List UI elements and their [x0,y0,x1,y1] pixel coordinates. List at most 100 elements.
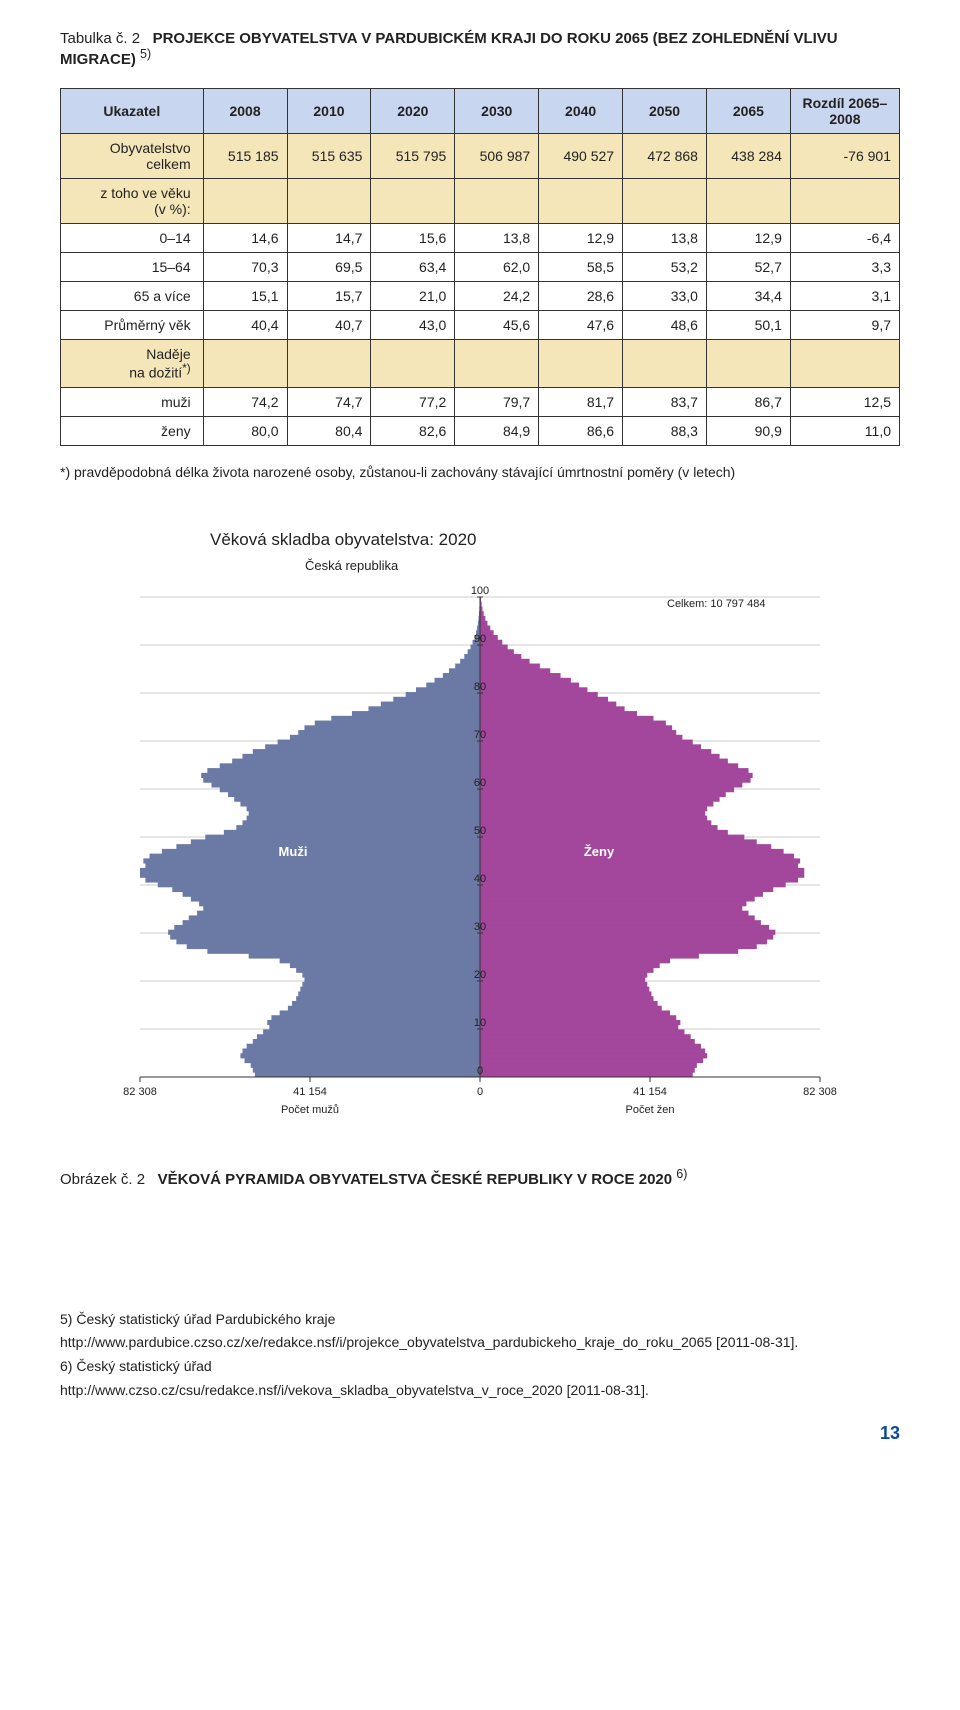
table-col-7: 2065 [706,89,790,134]
cell [706,179,790,224]
cell: 515 795 [371,134,455,179]
table-col-6: 2050 [623,89,707,134]
table-row: Obyvatelstvocelkem515 185515 635515 7955… [61,134,900,179]
cell: 45,6 [455,311,539,340]
svg-text:60: 60 [474,777,486,789]
cell [287,340,371,388]
cell: 490 527 [539,134,623,179]
cell: 12,9 [706,224,790,253]
cell: 80,4 [287,416,371,445]
ref-5b: http://www.pardubice.czso.cz/xe/redakce.… [60,1331,900,1355]
table-title-sup: 5) [140,47,151,61]
cell: 12,5 [790,387,899,416]
cell: 3,3 [790,253,899,282]
cell: 472 868 [623,134,707,179]
svg-text:10: 10 [474,1017,486,1029]
cell: 69,5 [287,253,371,282]
svg-text:41 154: 41 154 [633,1086,667,1098]
pyramid-title: Věková skladba obyvatelstva: 2020 [210,530,900,550]
figure-caption: Obrázek č. 2 VĚKOVÁ PYRAMIDA OBYVATELSTV… [60,1167,900,1188]
svg-text:80: 80 [474,681,486,693]
svg-text:70: 70 [474,729,486,741]
cell: 11,0 [790,416,899,445]
cell: 15,7 [287,282,371,311]
page-number: 13 [60,1423,900,1444]
pyramid-svg: 010203040506070809010082 30841 154041 15… [110,577,850,1137]
cell: 74,7 [287,387,371,416]
table-col-5: 2040 [539,89,623,134]
cell: -6,4 [790,224,899,253]
svg-text:Počet mužů: Počet mužů [281,1104,339,1116]
cell: 24,2 [455,282,539,311]
figure-caption-bold: VĚKOVÁ PYRAMIDA OBYVATELSTVA ČESKÉ REPUB… [158,1171,673,1188]
cell: 70,3 [203,253,287,282]
row-label: muži [61,387,204,416]
row-label: 15–64 [61,253,204,282]
cell: 63,4 [371,253,455,282]
svg-text:Celkem: 10 797 484: Celkem: 10 797 484 [667,598,765,610]
table-title: Tabulka č. 2 PROJEKCE OBYVATELSTVA V PAR… [60,30,900,68]
cell: 3,1 [790,282,899,311]
table-row: 65 a více15,115,721,024,228,633,034,43,1 [61,282,900,311]
cell [455,340,539,388]
ref-6a: 6) Český statistický úřad [60,1355,900,1379]
table-col-2: 2010 [287,89,371,134]
table-title-prefix: Tabulka č. 2 [60,30,140,47]
cell: 79,7 [455,387,539,416]
table-row: 0–1414,614,715,613,812,913,812,9-6,4 [61,224,900,253]
cell [371,340,455,388]
cell: 34,4 [706,282,790,311]
references: 5) Český statistický úřad Pardubického k… [60,1308,900,1403]
cell: 14,7 [287,224,371,253]
figure-caption-sup: 6) [676,1167,687,1181]
cell [455,179,539,224]
cell: 21,0 [371,282,455,311]
row-label: Průměrný věk [61,311,204,340]
svg-text:90: 90 [474,633,486,645]
row-label: Obyvatelstvocelkem [61,134,204,179]
svg-text:20: 20 [474,969,486,981]
ref-6b: http://www.czso.cz/csu/redakce.nsf/i/vek… [60,1379,900,1403]
cell: 33,0 [623,282,707,311]
cell [287,179,371,224]
cell [790,340,899,388]
cell: 84,9 [455,416,539,445]
figure-caption-prefix: Obrázek č. 2 [60,1171,145,1188]
cell: 58,5 [539,253,623,282]
cell: 13,8 [623,224,707,253]
cell: 74,2 [203,387,287,416]
cell [203,340,287,388]
cell [790,179,899,224]
cell: 88,3 [623,416,707,445]
cell: 77,2 [371,387,455,416]
svg-text:Ženy: Ženy [584,844,615,859]
cell: 515 635 [287,134,371,179]
row-label: 65 a více [61,282,204,311]
table-row: muži74,274,777,279,781,783,786,712,5 [61,387,900,416]
svg-text:0: 0 [477,1065,483,1077]
table-row: ženy80,080,482,684,986,688,390,911,0 [61,416,900,445]
cell: 43,0 [371,311,455,340]
cell: 13,8 [455,224,539,253]
table-row: Průměrný věk40,440,743,045,647,648,650,1… [61,311,900,340]
cell: 15,1 [203,282,287,311]
cell: 52,7 [706,253,790,282]
table-col-0: Ukazatel [61,89,204,134]
cell: 438 284 [706,134,790,179]
table-col-4: 2030 [455,89,539,134]
cell: 40,7 [287,311,371,340]
row-label: z toho ve věku(v %): [61,179,204,224]
table-col-1: 2008 [203,89,287,134]
table-row: 15–6470,369,563,462,058,553,252,73,3 [61,253,900,282]
cell [539,179,623,224]
svg-text:30: 30 [474,921,486,933]
cell: 86,6 [539,416,623,445]
svg-text:Počet žen: Počet žen [626,1104,675,1116]
cell: 62,0 [455,253,539,282]
table-title-bold: PROJEKCE OBYVATELSTVA V PARDUBICKÉM KRAJ… [60,30,838,68]
row-label: Nadějena dožití*) [61,340,204,388]
cell: 53,2 [623,253,707,282]
cell: 50,1 [706,311,790,340]
cell: 81,7 [539,387,623,416]
cell [623,179,707,224]
